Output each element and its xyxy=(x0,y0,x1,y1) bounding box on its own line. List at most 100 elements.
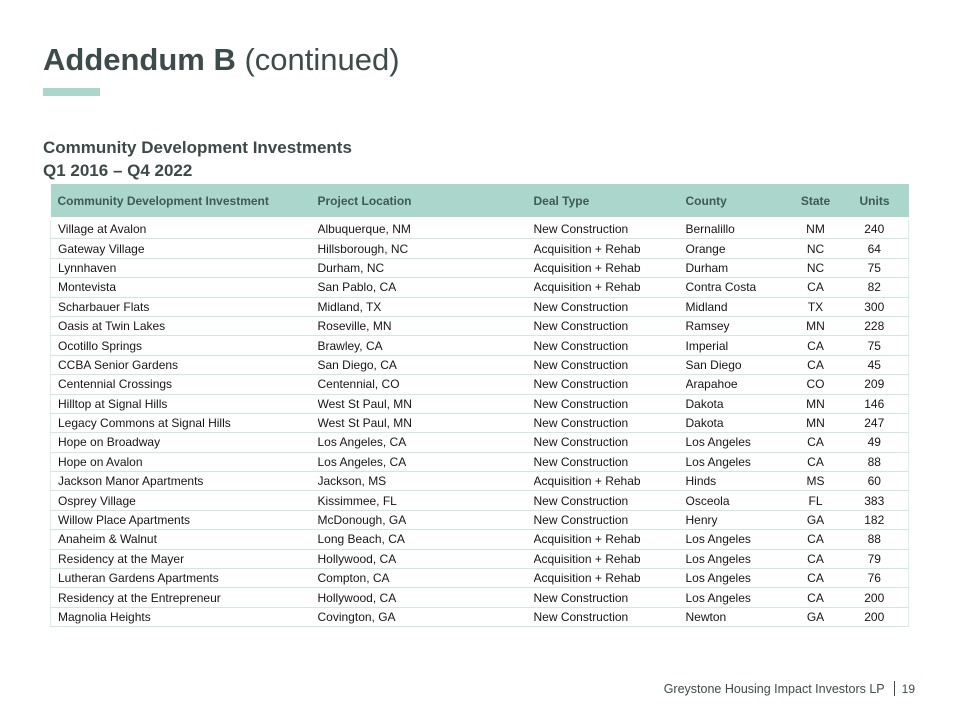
cell-state: CA xyxy=(790,277,841,298)
cell-deal-type: Acquisition + Rehab xyxy=(533,471,686,492)
cell-units: 76 xyxy=(840,568,909,589)
cell-state: MN xyxy=(790,413,841,434)
cell-units: 200 xyxy=(840,587,909,608)
cell-deal-type: New Construction xyxy=(533,218,686,240)
cell-deal-type: Acquisition + Rehab xyxy=(533,277,686,298)
cell-county: Dakota xyxy=(685,413,791,434)
cell-county: Los Angeles xyxy=(685,587,791,608)
cell-investment: Jackson Manor Apartments xyxy=(50,471,318,492)
cell-investment: Legacy Commons at Signal Hills xyxy=(50,413,318,434)
cell-county: Los Angeles xyxy=(685,432,791,453)
table-row: Residency at the Entrepreneur Hollywood, … xyxy=(50,587,909,608)
page-title-main: Addendum B xyxy=(43,42,236,77)
table-body: Village at Avalon Albuquerque, NM New Cons… xyxy=(50,218,909,628)
cell-state: NC xyxy=(790,238,841,259)
cell-deal-type: New Construction xyxy=(533,355,686,376)
table-row: Hope on Avalon Los Angeles, CA New Constru… xyxy=(50,452,909,473)
cell-state: MN xyxy=(790,394,841,414)
cell-state: TX xyxy=(790,297,841,317)
cell-county: Orange xyxy=(685,238,791,259)
cell-state: GA xyxy=(790,607,841,628)
cell-county: Bernalillo xyxy=(685,218,791,240)
slide-footer: Greystone Housing Impact Investors LP 19 xyxy=(664,681,915,696)
cell-county: Osceola xyxy=(685,490,791,511)
cell-county: Hinds xyxy=(685,471,791,492)
cell-location: McDonough, GA xyxy=(317,510,534,531)
cell-location: Jackson, MS xyxy=(317,471,534,492)
cell-county: Henry xyxy=(685,510,791,531)
cell-location: Kissimmee, FL xyxy=(317,490,534,511)
footer-company: Greystone Housing Impact Investors LP xyxy=(663,681,885,696)
cell-state: CA xyxy=(790,568,841,589)
cell-county: Los Angeles xyxy=(685,568,791,589)
cell-units: 88 xyxy=(840,452,909,473)
table-row: Osprey Village Kissimmee, FL New Construct… xyxy=(50,490,909,511)
table-row: Village at Avalon Albuquerque, NM New Cons… xyxy=(50,218,909,240)
column-header-location: Project Location xyxy=(317,184,534,220)
cell-investment: Willow Place Apartments xyxy=(50,510,318,531)
cell-units: 82 xyxy=(840,277,909,298)
cell-location: Durham, NC xyxy=(317,258,534,279)
page-title: Addendum B (continued) xyxy=(43,42,400,78)
cell-state: CA xyxy=(790,335,841,356)
cell-county: Ramsey xyxy=(685,316,791,337)
cell-state: CO xyxy=(790,374,841,395)
cell-location: Covington, GA xyxy=(317,607,534,628)
cell-county: Durham xyxy=(685,258,791,279)
cell-deal-type: New Construction xyxy=(533,452,686,473)
cell-location: Hollywood, CA xyxy=(317,587,534,608)
table-row: Ocotillo Springs Brawley, CA New Construct… xyxy=(50,335,909,356)
cell-units: 64 xyxy=(840,238,909,259)
cell-state: NC xyxy=(790,258,841,279)
cell-investment: Centennial Crossings xyxy=(50,374,318,395)
cell-county: Los Angeles xyxy=(685,549,791,570)
investments-table: Community Development Investment Project… xyxy=(50,184,909,628)
cell-deal-type: New Construction xyxy=(533,374,686,395)
table-row: Lutheran Gardens Apartments Compton, CA Ac… xyxy=(50,568,909,589)
cell-units: 49 xyxy=(840,432,909,453)
cell-county: Los Angeles xyxy=(685,452,791,473)
cell-units: 209 xyxy=(840,374,909,395)
cell-investment: Scharbauer Flats xyxy=(50,297,318,317)
cell-deal-type: New Construction xyxy=(533,413,686,434)
cell-investment: Residency at the Entrepreneur xyxy=(50,587,318,608)
cell-investment: Ocotillo Springs xyxy=(50,335,318,356)
cell-county: Contra Costa xyxy=(685,277,791,298)
cell-county: San Diego xyxy=(685,355,791,376)
cell-deal-type: Acquisition + Rehab xyxy=(533,568,686,589)
cell-investment: Hope on Broadway xyxy=(50,432,318,453)
footer-separator xyxy=(893,681,895,696)
cell-location: Hillsborough, NC xyxy=(317,238,534,259)
table-row: Scharbauer Flats Midland, TX New Construct… xyxy=(50,297,909,317)
cell-units: 146 xyxy=(840,394,909,414)
cell-units: 88 xyxy=(840,529,909,550)
cell-state: CA xyxy=(790,452,841,473)
cell-units: 300 xyxy=(840,297,909,317)
cell-state: MN xyxy=(790,316,841,337)
cell-location: Los Angeles, CA xyxy=(317,432,534,453)
cell-investment: Gateway Village xyxy=(50,238,318,259)
table-title: Community Development Investments Q1 201… xyxy=(43,136,352,182)
table-header-row: Community Development Investment Project… xyxy=(50,184,909,220)
cell-county: Imperial xyxy=(685,335,791,356)
title-accent-bar xyxy=(43,88,100,96)
table-row: Anaheim & Walnut Long Beach, CA Acquisitio… xyxy=(50,529,909,550)
cell-location: Long Beach, CA xyxy=(317,529,534,550)
table-row: Hope on Broadway Los Angeles, CA New Const… xyxy=(50,432,909,453)
cell-investment: Osprey Village xyxy=(50,490,318,511)
cell-deal-type: New Construction xyxy=(533,297,686,317)
cell-units: 60 xyxy=(840,471,909,492)
table-row: Legacy Commons at Signal Hills West St Pa… xyxy=(50,413,909,434)
cell-investment: CCBA Senior Gardens xyxy=(50,355,318,376)
cell-state: CA xyxy=(790,549,841,570)
table-row: Montevista San Pablo, CA Acquisition + Reh… xyxy=(50,277,909,298)
table-title-line2: Q1 2016 – Q4 2022 xyxy=(43,161,193,180)
cell-location: West St Paul, MN xyxy=(317,394,534,414)
cell-location: West St Paul, MN xyxy=(317,413,534,434)
table-row: Centennial Crossings Centennial, CO New Co… xyxy=(50,374,909,395)
cell-investment: Hope on Avalon xyxy=(50,452,318,473)
cell-state: NM xyxy=(790,218,841,240)
cell-location: Hollywood, CA xyxy=(317,549,534,570)
cell-deal-type: Acquisition + Rehab xyxy=(533,529,686,550)
